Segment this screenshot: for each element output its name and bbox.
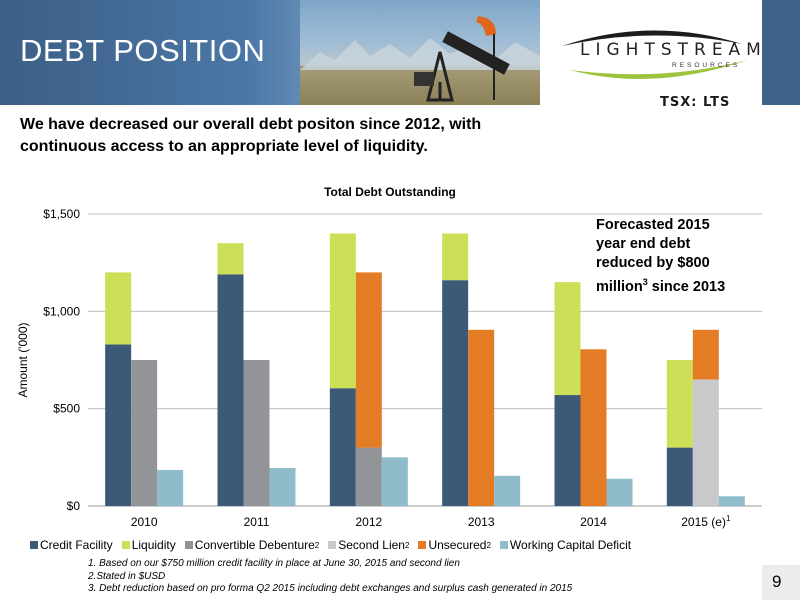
legend-item: Convertible Debenture 2 (184, 537, 320, 553)
forecast-line-2: year end debt (596, 236, 691, 252)
chart-bars (105, 233, 745, 506)
bar-liquidity-2013 (442, 233, 469, 281)
forecast-line-4b: since 2013 (647, 278, 726, 295)
legend-label: Second Lien (338, 538, 405, 552)
legend-label: Liquidity (131, 538, 176, 552)
legend-footnote-ref: 2 (486, 540, 491, 550)
chart-y-ticks: $0 $500 $1,000 $1,500 (43, 207, 80, 513)
pumpjack-icon (414, 16, 510, 102)
company-logo: LIGHTSTREAM RESOURCES (540, 0, 762, 105)
x-tick-label: 2014 (580, 515, 607, 529)
legend-swatch (121, 541, 130, 549)
legend-swatch (30, 541, 38, 549)
mountains-image (300, 38, 540, 70)
x-tick-label: 2015 (e)1 (681, 514, 731, 529)
logo-subtitle: RESOURCES (672, 62, 741, 69)
footnote-1: 1. Based on our $750 million credit faci… (88, 558, 460, 569)
logo-name: LIGHTSTREAM (580, 40, 767, 60)
slide-title: DEBT POSITION (20, 33, 266, 68)
forecast-line-4: million3 since 2013 (596, 273, 756, 297)
forecast-line-3: reduced by $800 (596, 255, 710, 271)
legend-label: Credit Facility (40, 538, 113, 552)
legend-label: Convertible Debenture (194, 538, 315, 552)
x-tick-label: 2011 (244, 515, 270, 529)
bar-liquidity-2012 (329, 233, 356, 389)
bar-working-capital-deficit-2012 (381, 457, 408, 506)
bar-credit-facility-2015e (666, 447, 693, 506)
legend-swatch (418, 541, 427, 549)
header-accent-strip (762, 0, 800, 105)
forecast-callout: Forecasted 2015 year end debt reduced by… (596, 216, 756, 297)
chart-gridlines (88, 213, 762, 507)
bar-liquidity-2014 (554, 282, 581, 396)
bar-convertible-debenture-2010 (131, 360, 158, 506)
legend-label: Working Capital Deficit (509, 538, 632, 552)
legend-swatch (499, 541, 508, 549)
legend-swatch (184, 541, 193, 549)
chart-legend: Credit Facility Liquidity Convertible Debe… (30, 537, 770, 553)
x-tick-label: 2010 (131, 515, 158, 529)
x-tick-label: 2013 (468, 515, 495, 529)
bar-convertible-debenture-2011 (243, 360, 270, 506)
forecast-line-1: Forecasted 2015 (596, 217, 710, 233)
bar-liquidity-2010 (105, 272, 132, 345)
bar-credit-facility-2014 (554, 395, 581, 506)
footnote-2: 2.Stated in $USD (88, 570, 166, 582)
legend-item: Working Capital Deficit (499, 537, 632, 553)
bar-liquidity-2011 (217, 243, 244, 275)
legend-swatch (328, 541, 337, 549)
page-number: 9 (772, 572, 782, 591)
legend-footnote-ref: 2 (404, 540, 410, 550)
debt-bar-chart: Total Debt Outstanding Amount ('000) $0$… (16, 185, 762, 529)
legend-item: Credit Facility (30, 537, 113, 553)
legend-label: Unsecured (428, 538, 487, 552)
bar-credit-facility-2012 (329, 388, 356, 506)
bar-liquidity-2015e (666, 360, 693, 448)
bar-working-capital-deficit-2010 (157, 469, 184, 506)
bar-credit-facility-2010 (105, 344, 132, 506)
slide-subtitle: We have decreased our overall debt posit… (20, 116, 482, 155)
bar-working-capital-deficit-2015e (718, 496, 745, 506)
footnotes: 1. Based on our $750 million credit faci… (88, 558, 748, 596)
bar-unsecured-2015e (692, 329, 719, 380)
footnote-3: 3. Debt reduction based on pro forma Q2 … (88, 583, 573, 594)
bar-working-capital-deficit-2011 (269, 468, 296, 506)
slide-header: DEBT POSITION LIGHTSTREAM RESOURCES (0, 0, 800, 105)
legend-item: Unsecured 2 (418, 537, 491, 553)
legend-item: Second Lien 2 (328, 537, 409, 553)
bar-working-capital-deficit-2013 (494, 475, 521, 506)
page-number-box (762, 565, 800, 600)
forecast-footnote-ref: 3 (642, 277, 648, 287)
bar-unsecured-2013 (468, 329, 495, 506)
ticker-symbol: TSX: LTS (660, 95, 731, 110)
bar-unsecured-2012 (355, 272, 382, 448)
logo-swoosh-icon (562, 30, 748, 79)
y-tick-label: $500 (53, 402, 80, 416)
chart-x-ticks: 2010 2011 2012 2013 2014 2015 (e)1 (131, 514, 731, 529)
legend-footnote-ref: 2 (314, 540, 320, 550)
legend-item: Liquidity (121, 537, 176, 553)
chart-title: Total Debt Outstanding (324, 185, 456, 199)
bar-convertible-debenture-2012 (355, 447, 382, 506)
forecast-line-4a: million (596, 278, 643, 295)
bar-second-lien-2015e (692, 379, 719, 506)
chart-y-axis-label: Amount ('000) (16, 323, 30, 398)
bar-credit-facility-2013 (442, 280, 469, 506)
y-tick-label: $0 (67, 499, 81, 513)
y-tick-label: $1,500 (43, 207, 80, 221)
bar-working-capital-deficit-2014 (606, 478, 633, 506)
bar-credit-facility-2011 (217, 274, 244, 506)
x-tick-label: 2012 (355, 515, 382, 529)
bar-unsecured-2014 (580, 349, 607, 506)
y-tick-label: $1,000 (43, 304, 80, 318)
